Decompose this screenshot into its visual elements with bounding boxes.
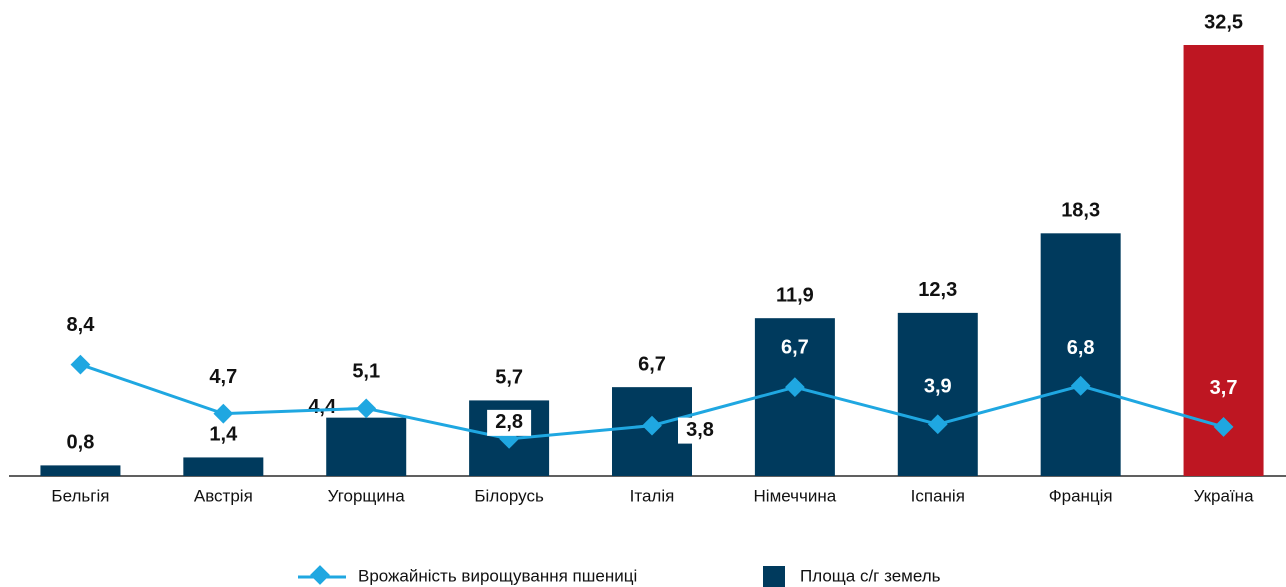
line-marker <box>1213 417 1234 437</box>
bar <box>897 312 978 476</box>
x-tick-label: Франція <box>1049 486 1113 505</box>
line-marker <box>1070 375 1091 396</box>
line-marker <box>927 414 948 435</box>
legend-label: Площа с/г земель <box>800 566 941 585</box>
legend: Врожайність вирощування пшениці Площа с/… <box>298 565 941 587</box>
label-box <box>678 417 722 444</box>
line-marker <box>356 398 377 419</box>
x-tick-label: Угорщина <box>328 486 406 505</box>
data-label: 6,7 <box>638 353 666 375</box>
line-marker <box>642 415 662 436</box>
data-label: 6,8 <box>1067 337 1095 359</box>
x-tick-label: Австрія <box>194 486 253 505</box>
bar <box>40 465 121 476</box>
data-label: 32,5 <box>1204 11 1243 33</box>
data-label: 3,7 <box>1210 377 1238 399</box>
data-label: 2,8 <box>495 411 523 433</box>
x-tick-label: Білорусь <box>474 486 544 505</box>
line-marker <box>784 377 805 398</box>
bar <box>754 318 835 476</box>
data-label: 8,4 <box>67 314 96 336</box>
data-label: 11,9 <box>776 284 814 306</box>
x-tick-label: Бельгія <box>51 486 109 505</box>
data-label: 0,8 <box>67 432 95 454</box>
x-tick-label: Іспанія <box>911 486 965 505</box>
bar <box>1183 45 1264 476</box>
data-label: 3,9 <box>924 376 952 398</box>
bar <box>326 417 407 476</box>
data-label: 12,3 <box>918 279 957 301</box>
data-label: 3,8 <box>686 419 714 441</box>
data-label: 18,3 <box>1061 200 1100 222</box>
bar <box>183 457 264 476</box>
data-label: 1,4 <box>209 424 238 446</box>
bar <box>1040 233 1121 476</box>
x-tick-label: Німеччина <box>754 486 837 505</box>
line-marker <box>213 403 234 424</box>
legend-marker <box>310 565 330 585</box>
x-tick-label: Україна <box>1194 486 1254 505</box>
data-label: 6,7 <box>781 336 809 358</box>
line-marker <box>70 354 91 375</box>
label-box <box>487 409 532 436</box>
data-label: 4,4 <box>308 396 337 418</box>
data-label: 5,7 <box>495 367 523 389</box>
legend-label: Врожайність вирощування пшениці <box>358 566 637 585</box>
data-label: 4,7 <box>209 366 237 388</box>
data-label: 5,1 <box>352 361 380 383</box>
x-tick-label: Італія <box>630 486 675 505</box>
legend-swatch <box>763 566 785 587</box>
